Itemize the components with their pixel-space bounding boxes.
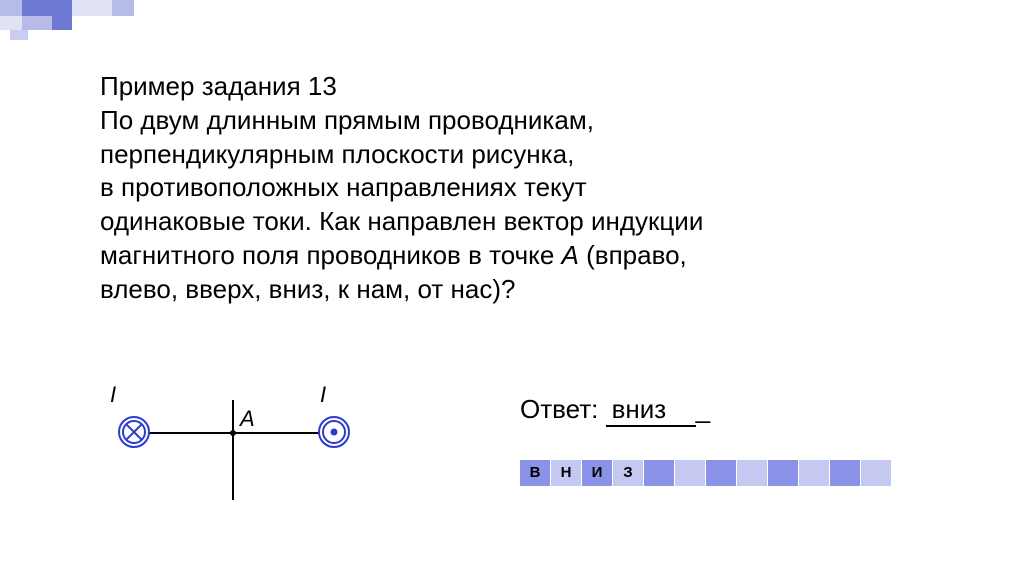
problem-line-5a: магнитного поля проводников в точке: [100, 240, 562, 270]
decor-cell: [52, 16, 72, 30]
answer-cell: [706, 460, 736, 486]
point-a-label: А: [240, 406, 255, 432]
point-a-dot: [230, 430, 236, 436]
answer-label: Ответ:: [520, 394, 606, 424]
answer-cell: Н: [551, 460, 581, 486]
decor-cell: [0, 16, 22, 30]
current-label-left: I: [110, 382, 116, 408]
answer-cell: [675, 460, 705, 486]
decor-cell: [72, 0, 112, 16]
problem-line-1: По двум длинным прямым проводникам,: [100, 105, 594, 135]
answer-cell: [861, 460, 891, 486]
decor-cell: [0, 0, 22, 16]
answer-cell: [644, 460, 674, 486]
decor-cell: [10, 30, 28, 40]
answer-cell: В: [520, 460, 550, 486]
circuit-diagram: IIА: [80, 370, 380, 500]
answer-cell: З: [613, 460, 643, 486]
diagram-vertical-line: [232, 400, 234, 500]
answer-cell: [737, 460, 767, 486]
problem-title: Пример задания 13: [100, 71, 337, 101]
answer-value: вниз: [606, 394, 696, 427]
problem-line-3: в противоположных направлениях текут: [100, 172, 587, 202]
problem-line-5b: (вправо,: [579, 240, 687, 270]
answer-cell: [768, 460, 798, 486]
lower-row: I I А Ответ: вниз_ ВНИЗ: [80, 370, 940, 510]
answer-boxes: ВНИЗ: [520, 460, 892, 486]
corner-decoration: [0, 0, 200, 28]
answer-block: Ответ: вниз_ ВНИЗ: [520, 394, 892, 486]
point-label: А: [562, 240, 579, 270]
wire-into-page-icon: [117, 415, 151, 449]
wire-out-of-page-icon: [317, 415, 351, 449]
current-label-right: I: [320, 382, 326, 408]
answer-cell: И: [582, 460, 612, 486]
problem-line-2: перпендикулярным плоскости рисунка,: [100, 139, 574, 169]
problem-line-6: влево, вверх, вниз, к нам, от нас)?: [100, 274, 515, 304]
answer-cell: [830, 460, 860, 486]
decor-cell: [22, 16, 52, 30]
decor-cell: [22, 0, 72, 16]
problem-text-block: Пример задания 13 По двум длинным прямым…: [100, 70, 920, 307]
problem-line-4: одинаковые токи. Как направлен вектор ин…: [100, 206, 703, 236]
decor-cell: [112, 0, 134, 16]
answer-cell: [799, 460, 829, 486]
